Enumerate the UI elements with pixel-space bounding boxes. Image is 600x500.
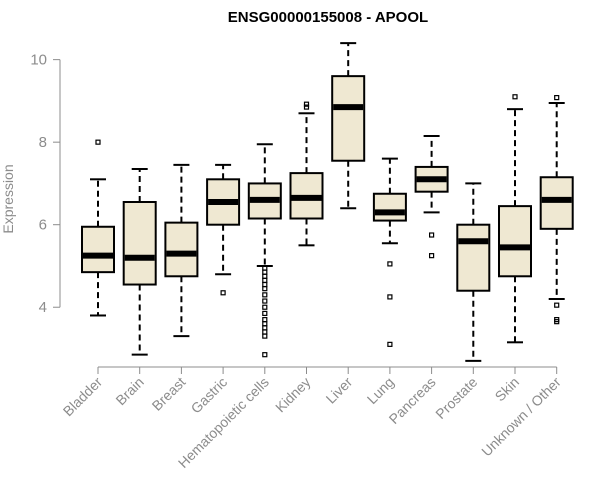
iqr-box bbox=[122, 201, 157, 286]
outlier-point bbox=[387, 294, 393, 300]
outlier-point bbox=[303, 101, 310, 107]
outlier-point bbox=[95, 139, 101, 145]
y-tick-label: 10 bbox=[30, 52, 47, 69]
x-tick-label: Skin bbox=[492, 374, 523, 405]
iqr-box bbox=[81, 225, 115, 274]
box-bladder bbox=[81, 139, 115, 317]
outlier-point bbox=[262, 304, 268, 310]
box-series bbox=[81, 42, 574, 362]
y-tick-label: 4 bbox=[39, 299, 47, 316]
y-tick-label: 8 bbox=[39, 134, 47, 151]
outlier-point bbox=[262, 325, 268, 331]
outlier-point bbox=[262, 333, 268, 339]
box-brain bbox=[122, 167, 157, 356]
outlier-point bbox=[262, 277, 268, 284]
x-tick-label: Unknown / Other bbox=[478, 374, 564, 460]
x-tick-label: Lung bbox=[364, 374, 397, 407]
box-kidney bbox=[289, 101, 324, 247]
outlier-point bbox=[429, 232, 435, 238]
box-gastric bbox=[206, 163, 241, 296]
outlier-point bbox=[262, 352, 268, 358]
x-tick-label: Kidney bbox=[272, 374, 314, 416]
outlier-point bbox=[262, 281, 268, 288]
box-breast bbox=[164, 163, 199, 338]
outlier-point bbox=[220, 290, 226, 296]
x-tick-label: Prostate bbox=[432, 374, 480, 422]
y-axis-label: Expression bbox=[0, 164, 16, 233]
outlier-point bbox=[262, 286, 268, 292]
outlier-point bbox=[262, 269, 268, 275]
iqr-box bbox=[372, 192, 407, 222]
iqr-box bbox=[498, 205, 532, 278]
iqr-box bbox=[164, 221, 199, 278]
x-tick-label: Bladder bbox=[60, 374, 106, 420]
outlier-point bbox=[262, 310, 268, 317]
outlier-point bbox=[303, 104, 310, 110]
outlier-point bbox=[387, 341, 393, 347]
x-tick-label: Brain bbox=[112, 374, 146, 408]
outlier-point bbox=[262, 273, 268, 279]
outlier-point bbox=[262, 321, 268, 327]
box-lung bbox=[372, 157, 407, 347]
y-tick-label: 6 bbox=[39, 217, 47, 234]
box-unknown-other bbox=[539, 94, 574, 325]
outlier-point bbox=[262, 298, 268, 304]
outlier-point bbox=[262, 317, 268, 323]
box-hematopoietic-cells bbox=[247, 143, 282, 358]
outlier-point bbox=[554, 302, 560, 308]
y-axis: 4 6 8 10 bbox=[30, 52, 61, 316]
outlier-point bbox=[262, 292, 268, 298]
box-liver bbox=[331, 42, 366, 210]
x-tick-label: Breast bbox=[149, 374, 189, 414]
box-prostate bbox=[456, 182, 491, 362]
outlier-point bbox=[387, 261, 393, 267]
outlier-point bbox=[429, 253, 435, 259]
outlier-point bbox=[262, 329, 268, 335]
iqr-box bbox=[456, 223, 491, 292]
outlier-point bbox=[512, 94, 518, 100]
iqr-box bbox=[539, 176, 574, 230]
box-pancreas bbox=[414, 134, 449, 259]
iqr-box bbox=[331, 75, 366, 162]
box-skin bbox=[498, 94, 532, 344]
outlier-point bbox=[554, 319, 560, 325]
chart-title: ENSG00000155008 - APOOL bbox=[228, 9, 428, 26]
outlier-point bbox=[554, 94, 560, 101]
x-tick-label: Liver bbox=[323, 374, 356, 407]
